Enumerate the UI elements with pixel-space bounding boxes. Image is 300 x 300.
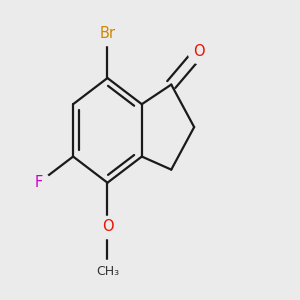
Text: O: O xyxy=(193,44,205,59)
Text: CH₃: CH₃ xyxy=(96,265,119,278)
Text: F: F xyxy=(34,175,43,190)
Text: O: O xyxy=(102,219,113,234)
Text: Br: Br xyxy=(100,26,116,41)
